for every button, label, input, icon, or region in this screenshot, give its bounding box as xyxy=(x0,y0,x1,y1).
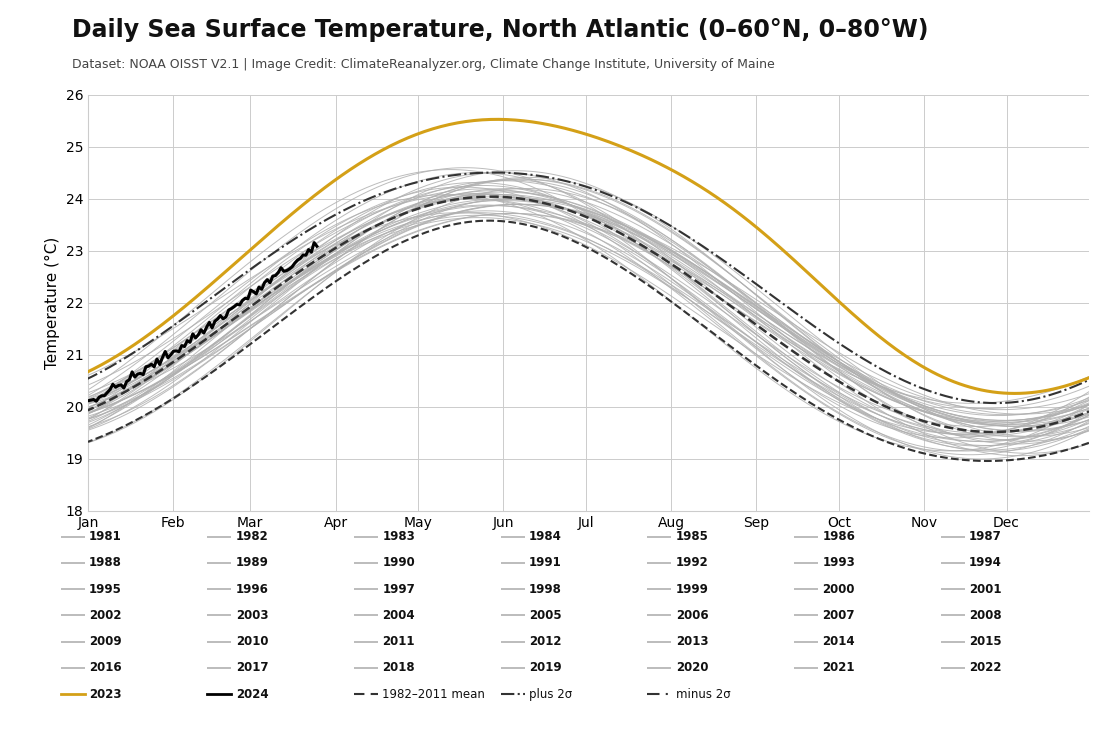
Text: 2009: 2009 xyxy=(89,635,122,648)
Text: 2015: 2015 xyxy=(969,635,1002,648)
Text: 1991: 1991 xyxy=(529,556,562,569)
Text: 1998: 1998 xyxy=(529,583,562,596)
Text: 2024: 2024 xyxy=(235,688,268,701)
Text: 2008: 2008 xyxy=(969,609,1002,622)
Text: Daily Sea Surface Temperature, North Atlantic (0–60°N, 0–80°W): Daily Sea Surface Temperature, North Atl… xyxy=(72,18,928,42)
Text: 1988: 1988 xyxy=(89,556,122,569)
Text: 2006: 2006 xyxy=(675,609,708,622)
Text: 2023: 2023 xyxy=(89,688,122,701)
Text: 2016: 2016 xyxy=(89,661,122,675)
Text: 2001: 2001 xyxy=(969,583,1002,596)
Text: 1985: 1985 xyxy=(675,530,708,543)
Text: 2017: 2017 xyxy=(235,661,268,675)
Text: 1999: 1999 xyxy=(675,583,708,596)
Text: 2000: 2000 xyxy=(823,583,855,596)
Text: 1994: 1994 xyxy=(969,556,1002,569)
Text: 1981: 1981 xyxy=(89,530,122,543)
Text: 2018: 2018 xyxy=(383,661,415,675)
Text: plus 2σ: plus 2σ xyxy=(529,688,572,701)
Y-axis label: Temperature (°C): Temperature (°C) xyxy=(45,237,59,369)
Text: 2004: 2004 xyxy=(383,609,415,622)
Text: 1996: 1996 xyxy=(235,583,268,596)
Text: 2020: 2020 xyxy=(675,661,708,675)
Text: 2011: 2011 xyxy=(383,635,415,648)
Text: 1982: 1982 xyxy=(235,530,268,543)
Text: 1993: 1993 xyxy=(823,556,855,569)
Text: 1990: 1990 xyxy=(383,556,415,569)
Text: 2005: 2005 xyxy=(529,609,562,622)
Text: 2013: 2013 xyxy=(675,635,708,648)
Text: 1997: 1997 xyxy=(383,583,415,596)
Text: 2022: 2022 xyxy=(969,661,1002,675)
Text: 2019: 2019 xyxy=(529,661,562,675)
Text: 1986: 1986 xyxy=(823,530,856,543)
Text: 2014: 2014 xyxy=(823,635,855,648)
Text: 1989: 1989 xyxy=(235,556,268,569)
Text: 2021: 2021 xyxy=(823,661,855,675)
Text: 2002: 2002 xyxy=(89,609,122,622)
Text: 2010: 2010 xyxy=(235,635,268,648)
Text: 1983: 1983 xyxy=(383,530,415,543)
Text: minus 2σ: minus 2σ xyxy=(675,688,730,701)
Text: 2007: 2007 xyxy=(823,609,855,622)
Text: 1984: 1984 xyxy=(529,530,562,543)
Text: 2012: 2012 xyxy=(529,635,562,648)
Text: Dataset: NOAA OISST V2.1 | Image Credit: ClimateReanalyzer.org, Climate Change I: Dataset: NOAA OISST V2.1 | Image Credit:… xyxy=(72,58,774,72)
Text: 1995: 1995 xyxy=(89,583,122,596)
Text: 1982–2011 mean: 1982–2011 mean xyxy=(383,688,485,701)
Text: 1987: 1987 xyxy=(969,530,1002,543)
Text: 2003: 2003 xyxy=(235,609,268,622)
Text: 1992: 1992 xyxy=(675,556,708,569)
